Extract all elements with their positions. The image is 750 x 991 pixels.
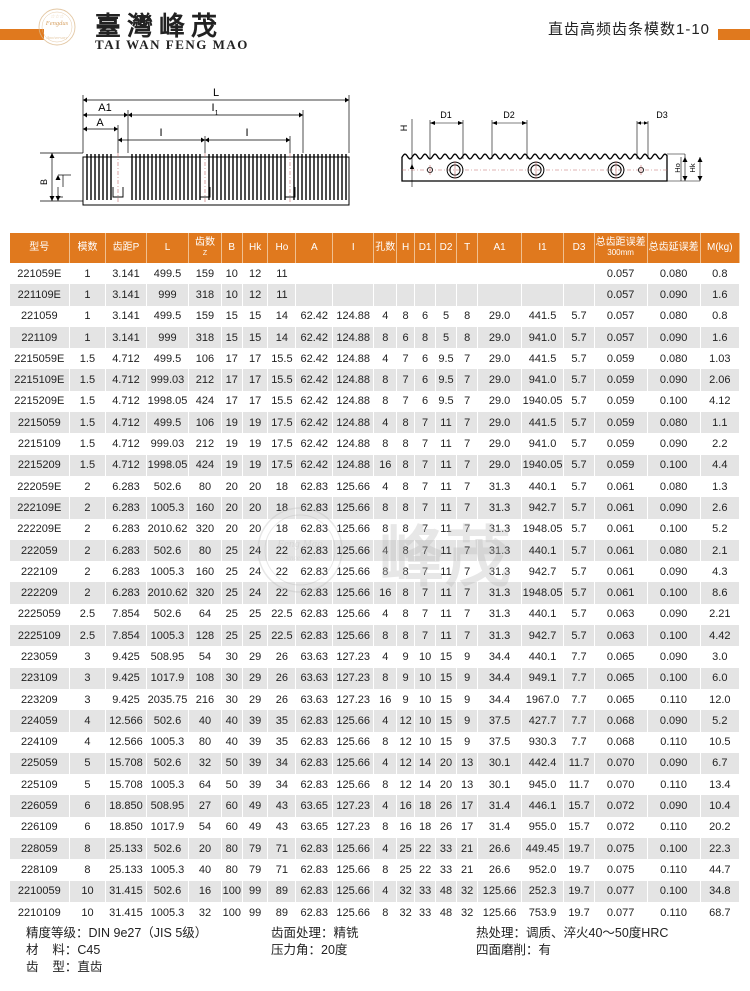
svg-text:Fengdus: Fengdus (45, 20, 69, 27)
svg-text:A: A (96, 117, 104, 129)
svg-text:Hk: Hk (688, 163, 697, 172)
svg-text:D1: D1 (440, 110, 452, 120)
svg-text:B: B (39, 179, 49, 185)
svg-text:L: L (213, 87, 219, 99)
svg-text:Anniversary: Anniversary (45, 35, 67, 40)
svg-text:D2: D2 (503, 110, 515, 120)
svg-text:I: I (159, 127, 162, 139)
svg-text:Feng Mao: Feng Mao (276, 538, 323, 550)
svg-text:Since 1985: Since 1985 (285, 554, 316, 562)
svg-text:Ho: Ho (673, 163, 682, 173)
svg-text:I: I (245, 127, 248, 139)
svg-text:T: T (58, 194, 65, 199)
svg-text:D3: D3 (656, 110, 668, 120)
svg-text:峰茂: 峰茂 (379, 522, 511, 595)
svg-text:I1: I1 (212, 102, 219, 117)
svg-text:A1: A1 (98, 102, 111, 114)
svg-text:H: H (399, 125, 409, 132)
